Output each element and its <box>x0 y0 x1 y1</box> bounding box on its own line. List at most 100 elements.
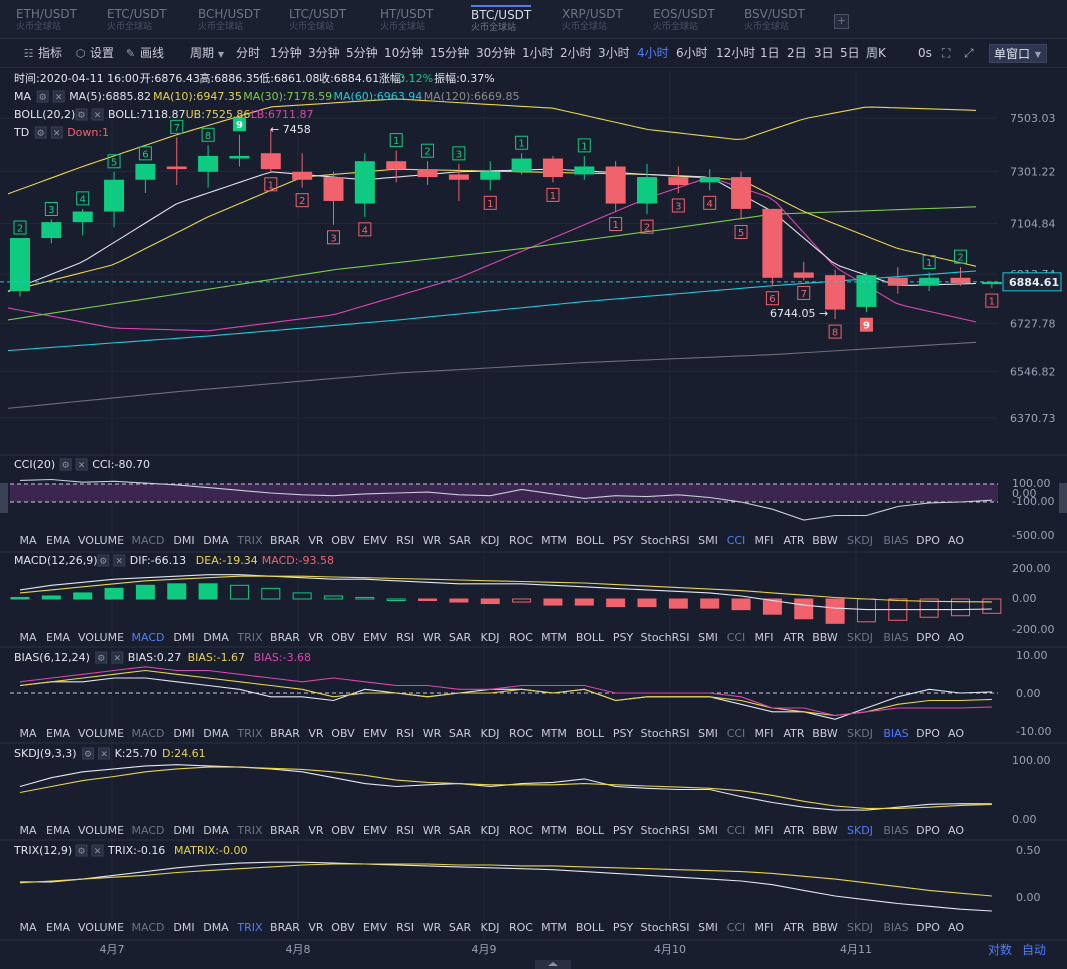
indicator-tab-rsi[interactable]: RSI <box>396 727 414 740</box>
indicator-tab-cci[interactable]: CCI <box>727 727 746 740</box>
candle[interactable] <box>386 150 407 183</box>
window-mode-select[interactable]: 单窗口 ▼ <box>989 44 1047 63</box>
candle[interactable] <box>448 163 469 201</box>
macd-settings-icon[interactable] <box>97 554 110 567</box>
indicator-tab-atr[interactable]: ATR <box>783 824 804 837</box>
indicator-tab-skdj[interactable]: SKDJ <box>847 921 873 934</box>
candle[interactable] <box>104 171 125 228</box>
indicator-tab-mfi[interactable]: MFI <box>754 921 773 934</box>
indicator-tab-bbw[interactable]: BBW <box>812 921 838 934</box>
indicator-tab-volume[interactable]: VOLUME <box>78 824 124 837</box>
candle[interactable] <box>480 161 501 191</box>
boll-close-icon[interactable] <box>91 108 104 121</box>
macd-close-icon[interactable] <box>113 554 126 567</box>
indicator-tab-atr[interactable]: ATR <box>783 534 804 547</box>
auto-scale-toggle[interactable]: 自动 <box>1022 943 1046 957</box>
cci-close-icon[interactable] <box>75 458 88 471</box>
indicator-tab-psy[interactable]: PSY <box>613 727 634 740</box>
indicator-tab-macd[interactable]: MACD <box>132 534 165 547</box>
indicator-tab-emv[interactable]: EMV <box>363 534 387 547</box>
candle[interactable] <box>825 269 846 320</box>
candle[interactable] <box>41 219 62 244</box>
indicator-tab-atr[interactable]: ATR <box>783 921 804 934</box>
indicator-tab-brar[interactable]: BRAR <box>270 921 300 934</box>
period-dropdown[interactable]: 周期 ▼ <box>190 45 224 63</box>
indicator-tab-mtm[interactable]: MTM <box>541 631 567 644</box>
indicator-tab-volume[interactable]: VOLUME <box>78 921 124 934</box>
indicator-tab-bbw[interactable]: BBW <box>812 631 838 644</box>
indicator-tab-roc[interactable]: ROC <box>509 727 533 740</box>
indicator-tab-dpo[interactable]: DPO <box>916 534 940 547</box>
indicator-tab-bias[interactable]: BIAS <box>883 534 908 547</box>
indicator-tab-cci[interactable]: CCI <box>727 824 746 837</box>
indicator-tab-wr[interactable]: WR <box>423 921 442 934</box>
indicator-tab-rsi[interactable]: RSI <box>396 534 414 547</box>
indicator-tab-cci[interactable]: CCI <box>727 534 746 547</box>
indicator-tab-roc[interactable]: ROC <box>509 534 533 547</box>
tab-etc-usdt[interactable]: ETC/USDT 火币全球站 <box>107 6 167 38</box>
indicator-tab-sar[interactable]: SAR <box>449 824 472 837</box>
indicator-tab-bias[interactable]: BIAS <box>883 921 908 934</box>
log-scale-toggle[interactable]: 对数 <box>988 942 1012 957</box>
tab-ltc-usdt[interactable]: LTC/USDT 火币全球站 <box>289 6 346 38</box>
indicator-tab-ao[interactable]: AO <box>948 631 964 644</box>
indicator-tab-dma[interactable]: DMA <box>203 824 229 837</box>
indicator-tab-trix[interactable]: TRIX <box>236 631 263 644</box>
period-0[interactable]: 分时 <box>236 46 261 60</box>
indicator-tab-psy[interactable]: PSY <box>613 534 634 547</box>
period-14[interactable]: 2日 <box>787 46 807 60</box>
indicator-tab-psy[interactable]: PSY <box>613 824 634 837</box>
indicator-tab-macd[interactable]: MACD <box>132 824 165 837</box>
indicator-tab-wr[interactable]: WR <box>423 631 442 644</box>
indicator-tab-dmi[interactable]: DMI <box>173 727 194 740</box>
indicator-tab-boll[interactable]: BOLL <box>576 727 605 740</box>
indicator-tab-sar[interactable]: SAR <box>449 631 472 644</box>
indicator-tab-bbw[interactable]: BBW <box>812 534 838 547</box>
indicator-tab-smi[interactable]: SMI <box>698 631 718 644</box>
indicator-tab-ema[interactable]: EMA <box>46 727 70 740</box>
candle[interactable] <box>668 166 689 193</box>
indicator-tab-obv[interactable]: OBV <box>331 727 355 740</box>
indicator-tab-obv[interactable]: OBV <box>331 631 355 644</box>
draw-button[interactable]: ✎ 画线 <box>124 45 164 62</box>
indicator-tab-stochrsi[interactable]: StochRSI <box>641 631 690 644</box>
indicator-tab-ma[interactable]: MA <box>19 824 36 837</box>
indicator-tab-boll[interactable]: BOLL <box>576 824 605 837</box>
indicator-tab-mfi[interactable]: MFI <box>754 534 773 547</box>
td-settings-icon[interactable] <box>34 126 47 139</box>
indicator-tab-rsi[interactable]: RSI <box>396 631 414 644</box>
indicator-tab-smi[interactable]: SMI <box>698 534 718 547</box>
candle[interactable] <box>511 153 532 175</box>
indicator-tab-brar[interactable]: BRAR <box>270 824 300 837</box>
candle[interactable] <box>856 272 877 313</box>
tab-bsv-usdt[interactable]: BSV/USDT 火币全球站 <box>744 6 805 38</box>
candle[interactable] <box>292 153 313 188</box>
indicator-tab-ma[interactable]: MA <box>19 921 36 934</box>
indicator-tab-dma[interactable]: DMA <box>203 727 229 740</box>
candle[interactable] <box>637 163 657 215</box>
indicator-tab-dma[interactable]: DMA <box>203 921 229 934</box>
indicator-tab-dmi[interactable]: DMI <box>173 631 194 644</box>
indicator-tab-stochrsi[interactable]: StochRSI <box>641 921 690 934</box>
indicator-tab-vr[interactable]: VR <box>308 631 324 644</box>
indicator-tab-boll[interactable]: BOLL <box>576 631 605 644</box>
indicator-tab-wr[interactable]: WR <box>423 824 442 837</box>
indicator-tab-brar[interactable]: BRAR <box>270 631 300 644</box>
indicator-tab-vr[interactable]: VR <box>308 824 324 837</box>
indicator-tab-vr[interactable]: VR <box>308 534 324 547</box>
bias-settings-icon[interactable] <box>95 651 108 664</box>
settings-button[interactable]: ⬡ 设置 <box>74 45 114 62</box>
indicator-tab-trix[interactable]: TRIX <box>236 824 263 837</box>
indicator-tab-emv[interactable]: EMV <box>363 824 387 837</box>
indicator-tab-stochrsi[interactable]: StochRSI <box>641 727 690 740</box>
indicator-tab-trix[interactable]: TRIX <box>236 727 263 740</box>
indicator-tab-psy[interactable]: PSY <box>613 631 634 644</box>
candle[interactable] <box>542 155 563 183</box>
indicator-tab-wr[interactable]: WR <box>423 727 442 740</box>
period-11[interactable]: 6小时 <box>676 46 708 60</box>
indicator-tab-kdj[interactable]: KDJ <box>481 727 500 740</box>
indicator-tab-mtm[interactable]: MTM <box>541 921 567 934</box>
candle[interactable] <box>260 129 281 172</box>
candle[interactable] <box>574 155 595 180</box>
